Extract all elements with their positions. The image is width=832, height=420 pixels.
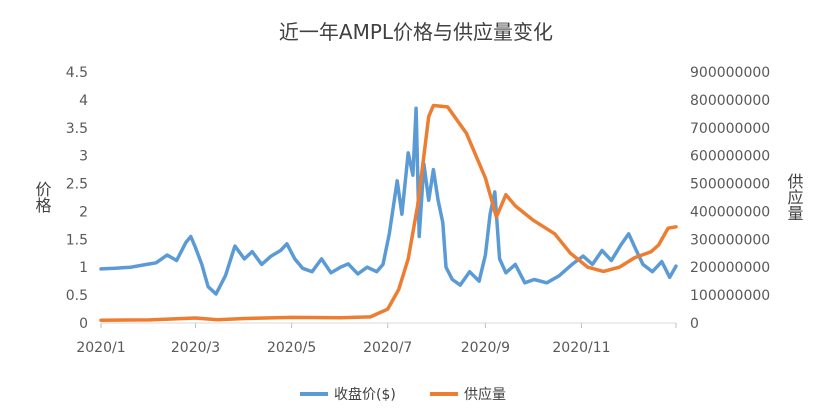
right-tick-label: 0 [690, 316, 699, 332]
right-tick-label: 900000000 [690, 65, 770, 81]
left-tick-label: 2 [79, 204, 88, 220]
x-tick-label: 2020/3 [171, 340, 220, 356]
right-tick-label: 600000000 [690, 149, 770, 165]
left-axis-ticks: 0 0.5 1 1.5 2 2.5 3 3.5 4 4.5 [66, 65, 88, 332]
left-tick-label: 1.5 [66, 232, 88, 248]
right-axis-ticks: 0 100000000 200000000 300000000 400000000 500… [690, 65, 770, 332]
right-tick-label: 200000000 [690, 260, 770, 276]
right-tick-label: 500000000 [690, 177, 770, 193]
right-tick-label: 700000000 [690, 121, 770, 137]
supply-series-line [99, 103, 678, 322]
x-tick-label: 2020/9 [461, 340, 510, 356]
legend: 收盘价($) 供应量 [300, 386, 506, 403]
right-tick-label: 100000000 [690, 288, 770, 304]
left-tick-label: 4.5 [66, 65, 88, 81]
x-axis-ticks: 2020/1 2020/3 2020/5 2020/7 2020/9 2020/11 [76, 323, 677, 356]
x-tick-label: 2020/11 [552, 340, 610, 356]
left-tick-label: 2.5 [66, 177, 88, 193]
price-series-line [99, 106, 678, 296]
left-tick-label: 3 [79, 149, 88, 165]
y-axis-label: 价格 [33, 181, 52, 213]
right-tick-label: 800000000 [690, 93, 770, 109]
y2-axis-label: 供应量 [785, 173, 804, 221]
legend-label: 收盘价($) [334, 386, 396, 403]
left-tick-label: 4 [79, 93, 88, 109]
right-tick-label: 300000000 [690, 232, 770, 248]
x-tick-label: 2020/5 [267, 340, 316, 356]
left-tick-label: 1 [79, 260, 88, 276]
chart-title: 近一年AMPL价格与供应量变化 [279, 20, 553, 44]
series-layer [99, 103, 678, 322]
left-tick-label: 0.5 [66, 288, 88, 304]
legend-label: 供应量 [464, 386, 506, 403]
x-tick-label: 2020/1 [76, 340, 125, 356]
x-tick-label: 2020/7 [363, 340, 412, 356]
left-tick-label: 3.5 [66, 121, 88, 137]
right-tick-label: 400000000 [690, 204, 770, 220]
left-tick-label: 0 [79, 316, 88, 332]
